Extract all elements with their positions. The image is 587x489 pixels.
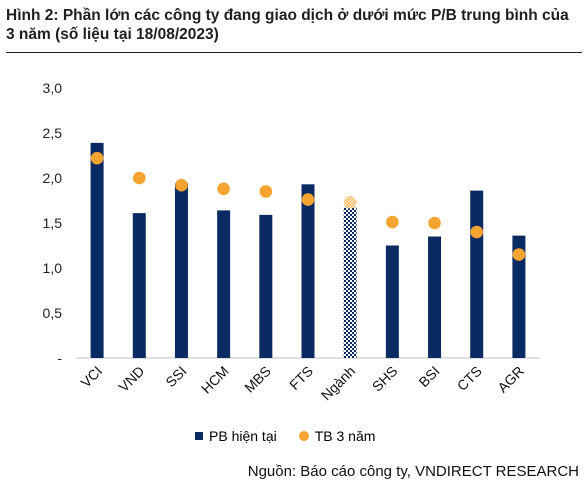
y-tick-label: 2,0: [43, 170, 63, 186]
legend-bar-label: PB hiện tại: [209, 428, 277, 444]
y-tick-label: 0,5: [43, 305, 63, 321]
y-tick-label: 2,5: [43, 125, 63, 141]
bar-vci: [90, 142, 104, 358]
dot-bsi: [428, 216, 441, 230]
bar-ssi: [174, 183, 188, 358]
x-tick-label: VCI: [77, 363, 105, 391]
x-tick-label: VND: [115, 363, 147, 395]
y-tick-label: -: [57, 350, 62, 366]
dot-cts: [470, 225, 484, 239]
y-tick-label: 3,0: [43, 80, 63, 96]
x-tick-label: HCM: [198, 363, 232, 397]
source-note: Nguồn: Báo cáo công ty, VNDIRECT RESEARC…: [247, 463, 579, 480]
x-tick-label: MBS: [241, 363, 274, 396]
bar-agr: [512, 235, 526, 358]
bar-vnd: [132, 213, 146, 358]
dot-ngành: [343, 196, 357, 209]
y-tick-label: 1,5: [43, 215, 63, 231]
dot-agr: [512, 248, 526, 261]
x-tick-label: SSI: [162, 363, 189, 390]
chart-legend: PB hiện tại TB 3 năm: [195, 428, 375, 444]
x-tick-label: SHS: [369, 363, 401, 395]
x-tick-label: AGR: [494, 363, 527, 396]
bar-cts: [470, 190, 484, 358]
bar-hcm: [217, 210, 231, 358]
figure-title: Hình 2: Phần lớn các công ty đang giao d…: [6, 7, 569, 43]
title-divider: [6, 52, 582, 53]
dot-shs: [386, 215, 399, 229]
dot-fts: [301, 193, 315, 206]
y-tick-label: 1,0: [43, 260, 63, 276]
legend-dot-swatch: [298, 431, 309, 441]
bar-ngành: [343, 207, 357, 358]
dot-mbs: [259, 185, 273, 198]
dot-ssi: [175, 178, 188, 192]
bar-fts: [301, 184, 315, 358]
dot-vnd: [132, 171, 146, 185]
bar-shs: [385, 245, 399, 358]
dot-hcm: [217, 182, 230, 196]
bar-bsi: [428, 236, 442, 358]
x-tick-label: CTS: [454, 363, 485, 394]
x-tick-label: FTS: [286, 363, 316, 393]
x-tick-label: Ngành: [318, 363, 358, 403]
x-tick-label: BSI: [415, 363, 442, 390]
dot-vci: [90, 151, 104, 165]
legend-bar-swatch: [195, 432, 203, 440]
bar-mbs: [259, 214, 273, 358]
legend-dot-label: TB 3 năm: [314, 428, 376, 444]
